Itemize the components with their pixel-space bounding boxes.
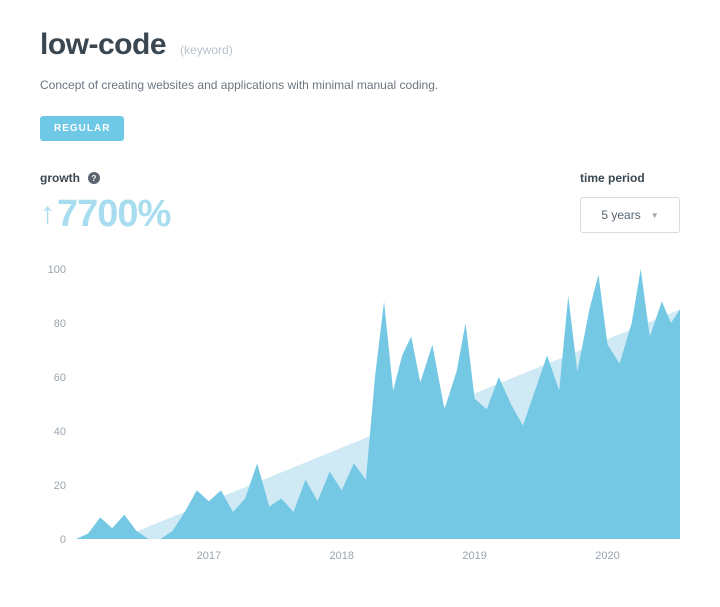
svg-text:0: 0 [60, 534, 66, 546]
arrow-up-icon: ↑ [40, 199, 55, 229]
svg-text:60: 60 [54, 372, 66, 384]
regular-badge: REGULAR [40, 116, 124, 141]
period-block: time period 5 years ▼ [580, 171, 680, 233]
svg-text:2017: 2017 [197, 550, 221, 562]
growth-label-row: growth ? [40, 171, 170, 185]
svg-text:2019: 2019 [462, 550, 486, 562]
period-select[interactable]: 5 years ▼ [580, 197, 680, 233]
description: Concept of creating websites and applica… [40, 76, 680, 94]
period-label: time period [580, 171, 680, 185]
growth-block: growth ? ↑ 7700% [40, 171, 170, 233]
growth-value: 7700% [57, 195, 170, 233]
series-area [76, 269, 680, 539]
header: low-code (keyword) [40, 28, 680, 62]
badge-row: REGULAR [40, 116, 680, 141]
svg-text:40: 40 [54, 426, 66, 438]
svg-text:100: 100 [48, 264, 66, 276]
growth-label: growth [40, 171, 80, 185]
growth-chart: 0 20 40 60 80 100 2017 2018 2019 2020 [40, 263, 680, 563]
chevron-down-icon: ▼ [651, 211, 659, 220]
page-title: low-code [40, 28, 166, 62]
keyword-tag: (keyword) [180, 43, 233, 57]
svg-text:20: 20 [54, 480, 66, 492]
help-icon[interactable]: ? [88, 172, 100, 184]
chart-svg: 0 20 40 60 80 100 2017 2018 2019 2020 [40, 263, 680, 563]
svg-text:2020: 2020 [595, 550, 619, 562]
period-selected: 5 years [601, 208, 640, 222]
growth-value-row: ↑ 7700% [40, 195, 170, 233]
meta-row: growth ? ↑ 7700% time period 5 years ▼ [40, 171, 680, 233]
svg-text:80: 80 [54, 318, 66, 330]
svg-text:2018: 2018 [330, 550, 354, 562]
